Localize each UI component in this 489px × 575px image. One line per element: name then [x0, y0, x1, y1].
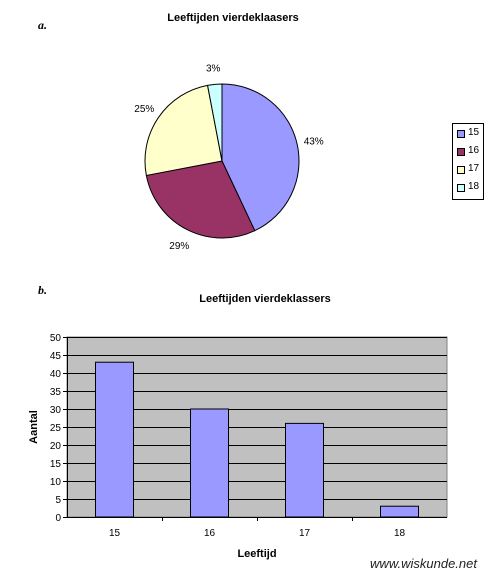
- pie-chart-title: Leeftijden vierdeklaasers: [167, 12, 299, 24]
- y-tick-label-0: 0: [55, 513, 61, 524]
- pie-slice-15: [221, 83, 300, 232]
- panel-label-a: a.: [38, 18, 47, 32]
- bar-16: [190, 408, 229, 518]
- legend-swatch-17: [457, 166, 465, 174]
- y-tick-label-10: 10: [50, 477, 62, 488]
- pie-data-label-15: 43%: [304, 137, 324, 148]
- pie-data-label-18: 3%: [206, 63, 221, 74]
- pie-legend: 15 16 17 18: [452, 123, 484, 200]
- watermark: www.wiskunde.net: [370, 556, 477, 571]
- x-tick-label-17: 17: [299, 528, 311, 539]
- pie-chart: 43% 29% 25% 3%: [134, 63, 324, 252]
- bar-15: [95, 361, 134, 518]
- legend-label-16: 16: [468, 145, 480, 156]
- pie-slice-16: [145, 160, 256, 239]
- y-tick-label-25: 25: [50, 423, 62, 434]
- x-axis-label: Leeftijd: [237, 548, 276, 560]
- y-tick-label-40: 40: [50, 369, 62, 380]
- y-tick-label-50: 50: [50, 333, 62, 344]
- bar-chart-title: Leeftijden vierdeklassers: [199, 293, 331, 305]
- panel-label-b: b.: [38, 283, 47, 297]
- legend-label-15: 15: [468, 127, 480, 138]
- y-tick-label-15: 15: [50, 459, 62, 470]
- legend-label-17: 17: [468, 163, 480, 174]
- x-tick-label-15: 15: [109, 528, 121, 539]
- bar-17: [285, 422, 324, 518]
- x-tick-label-18: 18: [394, 528, 406, 539]
- pie-slice-17: [144, 84, 223, 177]
- bar-18: [380, 505, 419, 518]
- legend-swatch-18: [457, 184, 465, 192]
- y-tick-label-30: 30: [50, 405, 62, 416]
- legend-swatch-16: [457, 148, 465, 156]
- legend-swatch-15: [457, 130, 465, 138]
- pie-slice-18: [206, 83, 223, 162]
- y-tick-label-5: 5: [55, 495, 61, 506]
- pie-data-label-16: 29%: [169, 241, 189, 252]
- y-axis-label: Aantal: [28, 410, 40, 444]
- legend-label-18: 18: [468, 181, 480, 192]
- y-tick-label-20: 20: [50, 441, 62, 452]
- x-tick-label-16: 16: [204, 528, 216, 539]
- y-tick-label-45: 45: [50, 351, 62, 362]
- pie-data-label-17: 25%: [134, 104, 154, 115]
- y-tick-label-35: 35: [50, 387, 62, 398]
